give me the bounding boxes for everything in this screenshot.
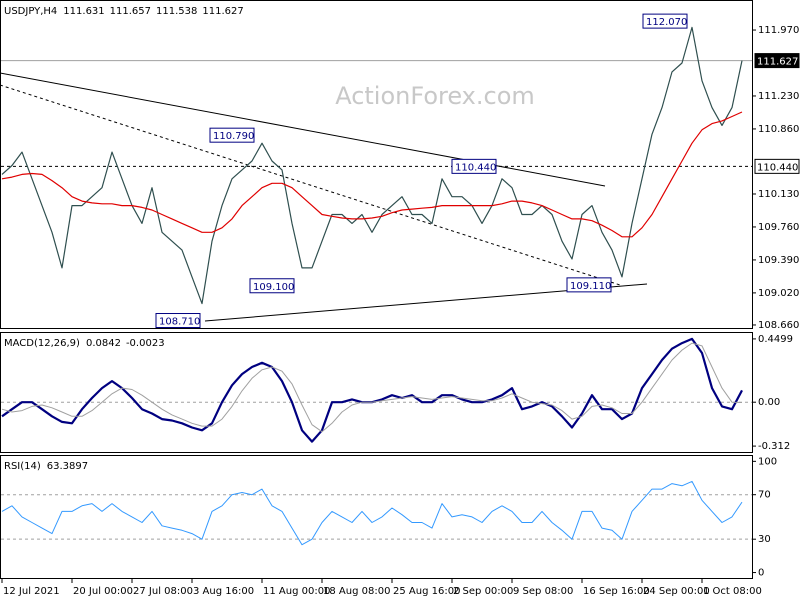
x-tick-label: 11 Aug 00:00 (263, 586, 330, 597)
annotation-box (155, 313, 201, 329)
annotation-box (451, 158, 497, 174)
header-value: -0.0023 (126, 338, 165, 349)
annotation-box (249, 278, 295, 294)
y-tick-label: 110.130 (758, 189, 799, 200)
x-tick-label: 18 Aug 08:00 (323, 586, 390, 597)
annotation-label: 110.440 (455, 162, 496, 173)
annotation-label: 108.710 (159, 317, 200, 328)
y-tick-label: 109.390 (758, 255, 799, 266)
price-tag (754, 158, 800, 174)
macd-panel (0, 332, 753, 453)
x-tick-label: 16 Sep 16:00 (583, 586, 650, 597)
header-value: 111.538 (156, 6, 197, 17)
x-tick-label: 20 Jul 00:00 (73, 586, 133, 597)
series-line (1, 480, 743, 546)
header-value: 111.627 (202, 6, 243, 17)
price-tag (754, 53, 800, 69)
x-tick-label: 24 Sep 00:00 (643, 586, 710, 597)
y-tick-label: -0.312 (758, 441, 790, 452)
series-line (1, 342, 743, 433)
price-tag-label: 111.627 (757, 57, 798, 68)
watermark: ActionForex.com (335, 82, 535, 110)
y-tick-label: 109.760 (758, 222, 799, 233)
y-tick-label: 70 (758, 490, 771, 501)
x-tick-label: 3 Aug 16:00 (193, 586, 254, 597)
price-tag-label: 110.440 (757, 162, 798, 173)
y-tick-label: 111.230 (758, 91, 799, 102)
x-tick-label: 12 Jul 2021 (3, 586, 60, 597)
series-line (1, 111, 743, 238)
y-tick-label: 100 (758, 456, 777, 467)
x-tick-label: 25 Aug 16:00 (393, 586, 460, 597)
y-tick-label: 30 (758, 534, 771, 545)
annotation-label: 112.070 (646, 17, 687, 28)
annotation-label: 110.790 (213, 131, 254, 142)
trendline (0, 72, 606, 187)
header-value: 111.631 (63, 6, 104, 17)
x-tick-label: 1 Oct 08:00 (703, 586, 762, 597)
annotation-box (642, 13, 688, 29)
series-line (1, 26, 743, 305)
annotation-label: 109.100 (253, 282, 294, 293)
annotation-label: 109.110 (570, 281, 611, 292)
annotation-box (209, 127, 255, 143)
rsi-panel (0, 455, 753, 579)
header-value: 0.0842 (86, 338, 121, 349)
price-panel (0, 0, 753, 329)
header-value: 63.3897 (47, 461, 88, 472)
panel-title: MACD(12,26,9) (4, 338, 80, 349)
annotation-box (566, 277, 612, 293)
y-tick-label: 110.860 (758, 124, 799, 135)
x-tick-label: 2 Sep 00:00 (453, 586, 513, 597)
y-tick-label: 108.660 (758, 320, 799, 331)
y-tick-label: 0.00 (758, 397, 780, 408)
y-tick-label: 109.020 (758, 288, 799, 299)
x-tick-label: 27 Jul 08:00 (133, 586, 193, 597)
trendline (0, 84, 621, 286)
panel-title: RSI(14) (4, 461, 41, 472)
x-tick-label: 9 Sep 08:00 (513, 586, 573, 597)
y-tick-label: 0.4499 (758, 334, 793, 345)
y-tick-label: 111.970 (758, 25, 799, 36)
panel-title: USDJPY,H4 (4, 6, 57, 17)
y-tick-label: 0 (758, 568, 764, 579)
header-value: 111.657 (110, 6, 151, 17)
